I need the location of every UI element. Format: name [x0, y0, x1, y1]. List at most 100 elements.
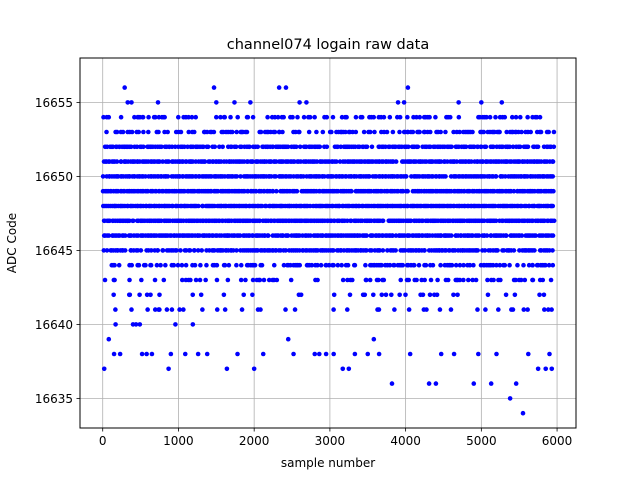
- data-point: [457, 262, 463, 268]
- data-point: [343, 129, 348, 135]
- data-point: [427, 292, 433, 298]
- data-point: [203, 277, 208, 283]
- data-point: [363, 262, 368, 268]
- data-point: [241, 292, 247, 298]
- data-point: [274, 277, 280, 283]
- data-point: [339, 114, 345, 120]
- data-point: [159, 144, 164, 150]
- data-point: [361, 129, 367, 135]
- outlier-point: [125, 100, 131, 105]
- data-point: [435, 277, 440, 283]
- data-point: [526, 262, 532, 268]
- data-point: [171, 262, 177, 268]
- data-point: [318, 262, 324, 268]
- outlier-point: [235, 351, 240, 357]
- y-tick-label: 16635: [35, 392, 73, 406]
- data-point: [550, 159, 556, 164]
- data-point: [416, 262, 422, 268]
- outlier-point: [122, 85, 127, 90]
- data-point: [244, 129, 250, 135]
- data-point: [143, 262, 148, 268]
- data-point: [226, 262, 232, 268]
- data-point: [471, 144, 477, 150]
- y-axis-ticks: 16635 16640 16645 16650 16655: [35, 96, 80, 406]
- data-point: [540, 277, 546, 283]
- data-point: [141, 144, 146, 150]
- data-point: [550, 233, 556, 238]
- data-point: [338, 144, 344, 150]
- data-point: [250, 277, 256, 283]
- data-point: [443, 174, 448, 179]
- outlier-point: [426, 381, 432, 386]
- outlier-point: [144, 351, 149, 357]
- data-point: [379, 292, 385, 298]
- x-axis-ticks: 0 1000 2000 3000 4000 5000 6000: [99, 428, 572, 448]
- data-point: [157, 292, 162, 298]
- data-point: [381, 114, 387, 120]
- data-point: [406, 277, 412, 283]
- data-point: [397, 292, 402, 298]
- data-point: [146, 114, 151, 120]
- data-point: [155, 248, 161, 253]
- data-point: [104, 248, 110, 253]
- data-point: [470, 129, 475, 135]
- data-point: [331, 262, 336, 268]
- data-point: [218, 114, 223, 120]
- outlier-point: [346, 366, 352, 372]
- data-point: [433, 114, 438, 120]
- outlier-point: [525, 351, 531, 357]
- data-point: [112, 277, 117, 283]
- data-point: [449, 144, 454, 150]
- data-point: [369, 248, 374, 253]
- data-point: [470, 277, 475, 283]
- data-point: [261, 277, 267, 283]
- data-point: [430, 262, 436, 268]
- data-point: [139, 277, 144, 283]
- data-point: [281, 262, 287, 268]
- data-point: [451, 129, 456, 135]
- data-point: [406, 144, 411, 150]
- data-point: [548, 277, 554, 283]
- data-point: [202, 159, 208, 164]
- data-point: [200, 307, 205, 312]
- outlier-point: [549, 366, 555, 372]
- data-point: [447, 114, 453, 120]
- data-point: [166, 159, 172, 164]
- data-point: [503, 292, 509, 298]
- x-axis-label: sample number: [281, 456, 375, 470]
- outlier-point: [232, 100, 237, 105]
- data-point: [234, 262, 239, 268]
- outlier-point: [248, 100, 253, 105]
- data-point: [317, 144, 323, 150]
- data-point: [389, 292, 394, 298]
- data-point: [157, 159, 162, 164]
- data-point: [193, 114, 199, 120]
- data-point: [494, 262, 499, 268]
- data-point: [453, 262, 459, 268]
- data-point: [525, 144, 531, 150]
- data-point: [331, 248, 336, 253]
- data-point: [405, 114, 410, 120]
- data-point: [148, 262, 154, 268]
- data-point: [403, 174, 409, 179]
- data-point: [379, 262, 384, 268]
- data-point: [482, 248, 488, 253]
- data-point: [350, 129, 355, 135]
- outlier-point: [111, 351, 117, 357]
- data-point: [112, 262, 117, 268]
- data-point: [204, 129, 210, 135]
- data-point: [234, 174, 240, 179]
- data-point: [550, 203, 556, 209]
- data-point: [371, 114, 377, 120]
- data-point: [513, 277, 518, 283]
- data-point: [381, 277, 387, 283]
- data-point: [204, 262, 209, 268]
- data-point: [174, 248, 179, 253]
- outlier-point: [149, 351, 155, 357]
- data-point: [331, 292, 337, 298]
- data-point: [272, 114, 278, 120]
- data-point: [551, 144, 557, 150]
- data-point: [201, 144, 206, 150]
- data-point: [134, 144, 140, 150]
